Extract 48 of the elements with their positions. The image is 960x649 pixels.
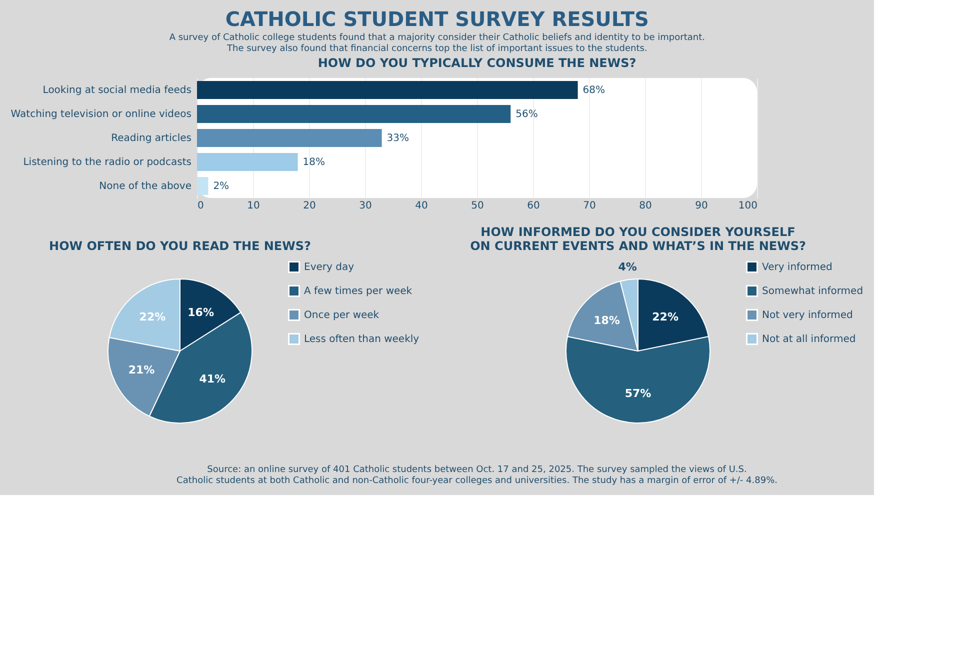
x-tick-label: 10 xyxy=(247,200,260,212)
y-tick-label: Watching television or online videos xyxy=(10,109,192,120)
y-tick-label: Looking at social media feeds xyxy=(42,85,192,96)
x-tick-label: 80 xyxy=(639,200,652,212)
chart-title: HOW INFORMED DO YOU CONSIDER YOURSELF ON CURRENT EVENTS AND WHAT’S IN THE NEWS? xyxy=(470,225,806,253)
text: HOW DO YOU TYPICALLY CONSUME THE NEWS? xyxy=(318,56,636,70)
legend-label: Not at all informed xyxy=(762,334,856,345)
y-tick-label: None of the above xyxy=(99,181,192,192)
x-tick-label: 70 xyxy=(583,200,596,212)
x-tick-label: 60 xyxy=(527,200,540,212)
data-label: 21% xyxy=(128,364,155,377)
data-label: 4% xyxy=(618,260,637,274)
x-tick-label: 40 xyxy=(415,200,428,212)
bar xyxy=(197,153,298,171)
data-label: 56% xyxy=(516,109,538,120)
chart-title: HOW OFTEN DO YOU READ THE NEWS? xyxy=(49,239,311,253)
legend-label: Not very informed xyxy=(762,310,853,321)
chart-title: CATHOLIC STUDENT SURVEY RESULTS xyxy=(225,7,649,31)
source-note: Source: an online survey of 401 Catholic students between Oct. 17 and 25, 2025. The survey sampled the views of U.S. Catholic students at both Catholic and non-Catholic four-year colleges and universities. The study has a margin of error of +/- 4.89%. xyxy=(176,465,778,486)
data-label: 22% xyxy=(139,310,166,324)
legend-label: A few times per week xyxy=(304,286,412,297)
bar xyxy=(197,177,208,195)
bar xyxy=(197,81,578,99)
data-label: 2% xyxy=(213,181,230,192)
data-label: 41% xyxy=(199,372,226,386)
data-label: 18% xyxy=(594,314,620,328)
data-label: 33% xyxy=(386,133,410,144)
bar xyxy=(197,105,511,123)
chart-subtitle: A survey of Catholic college students found that a majority consider their Catholic beliefs and identity to be important. The survey also found that financial concerns top the list of important issues to the students. xyxy=(169,33,705,54)
x-tick-label: 30 xyxy=(359,200,372,212)
x-tick-label: 50 xyxy=(471,200,484,212)
x-tick-label: 90 xyxy=(695,200,708,212)
legend-label: Every day xyxy=(304,262,354,273)
x-tick-label: 100 xyxy=(738,200,758,212)
legend-label: Less often than weekly xyxy=(304,334,420,345)
legend-label: Somewhat informed xyxy=(762,286,864,297)
data-label: 68% xyxy=(582,85,606,96)
bar xyxy=(197,129,382,147)
data-label: 16% xyxy=(188,306,214,320)
y-tick-label: Reading articles xyxy=(111,133,192,144)
data-label: 22% xyxy=(652,310,678,324)
legend-label: Very informed xyxy=(762,262,832,273)
data-label: 57% xyxy=(624,387,652,400)
y-tick-label: Listening to the radio or podcasts xyxy=(23,157,192,168)
legend-label: Once per week xyxy=(304,310,380,321)
x-tick-label: 20 xyxy=(303,200,316,212)
x-tick-label: 0 xyxy=(198,200,204,212)
data-label: 18% xyxy=(302,157,326,168)
